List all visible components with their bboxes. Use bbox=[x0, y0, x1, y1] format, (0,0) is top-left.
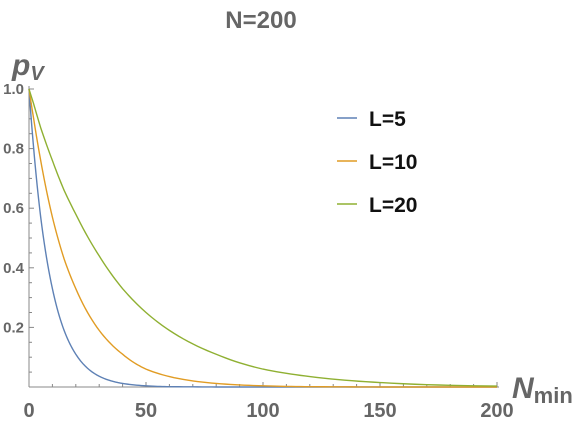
series-line-l-10 bbox=[28, 88, 497, 388]
legend: L=5 L=10 L=20 bbox=[337, 108, 417, 217]
y-axis-label-sub: V bbox=[30, 63, 45, 85]
x-tick-label: 50 bbox=[135, 400, 157, 422]
x-tick-label: 200 bbox=[480, 400, 513, 422]
y-tick-label: 0.2 bbox=[3, 319, 24, 336]
legend-label: L=20 bbox=[369, 194, 417, 217]
x-axis-label: Nmin bbox=[512, 372, 573, 408]
y-tick-label: 1.0 bbox=[3, 81, 24, 98]
y-tick-label: 0.4 bbox=[3, 260, 25, 277]
axis-ticks bbox=[28, 88, 498, 387]
axes bbox=[28, 86, 499, 388]
plot-lines bbox=[28, 88, 498, 388]
x-axis-label-sub: min bbox=[534, 383, 573, 408]
legend-label: L=10 bbox=[369, 151, 417, 174]
chart-title: N=200 bbox=[225, 7, 296, 34]
y-tick-label: 0.6 bbox=[3, 200, 24, 217]
y-axis-label-main: p bbox=[11, 49, 30, 82]
legend-label: L=5 bbox=[369, 108, 406, 131]
x-tick-label: 0 bbox=[23, 400, 34, 422]
tick-labels: 0 50 100 150 200 0.2 0.4 0.6 0.8 1.0 bbox=[3, 81, 514, 422]
x-tick-label: 150 bbox=[363, 400, 396, 422]
series-line-l-20 bbox=[28, 88, 498, 387]
x-tick-label: 100 bbox=[246, 400, 279, 422]
series-line-l-5 bbox=[28, 88, 497, 388]
x-axis-label-main: N bbox=[512, 372, 535, 405]
y-axis-label: pV bbox=[11, 49, 45, 85]
y-tick-label: 0.8 bbox=[3, 141, 24, 158]
